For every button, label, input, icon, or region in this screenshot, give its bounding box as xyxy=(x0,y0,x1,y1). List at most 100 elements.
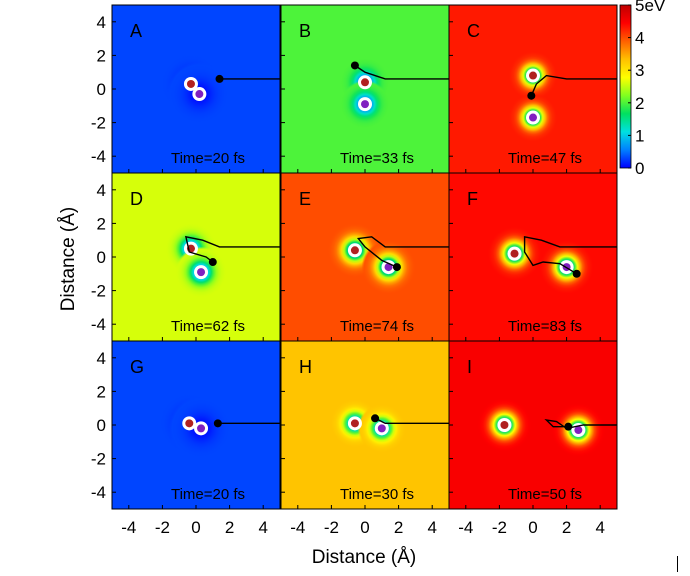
x-tick-label: 0 xyxy=(191,518,200,537)
y-tick-label: 2 xyxy=(97,214,106,233)
panel-c: C Time=47 fs xyxy=(448,4,618,174)
x-tick-label: 2 xyxy=(225,518,234,537)
nucleus xyxy=(186,79,195,88)
electron xyxy=(392,263,401,272)
electron xyxy=(215,74,224,83)
electron xyxy=(564,422,573,431)
panel-label: G xyxy=(130,357,144,377)
y-tick-label: 0 xyxy=(97,248,106,267)
electron xyxy=(208,258,217,267)
nucleus xyxy=(197,268,206,277)
x-axis-label: Distance (Å) xyxy=(312,547,417,568)
nucleus xyxy=(510,249,519,258)
x-tick-label: -4 xyxy=(121,518,136,537)
panel-label: H xyxy=(299,357,312,377)
panel-b: B Time=33 fs xyxy=(280,4,450,174)
nucleus xyxy=(195,90,204,99)
electron-trajectory xyxy=(530,74,617,96)
colorbar-tick-label: 2 xyxy=(635,94,644,113)
nucleus xyxy=(574,426,583,435)
colorbar-tick-label: 4 xyxy=(635,29,644,48)
time-label: Time=74 fs xyxy=(340,318,414,335)
nucleus xyxy=(529,71,537,80)
time-label: Time=62 fs xyxy=(171,318,245,335)
axes-group: 4 2 0 -2 -4 4 2 0 -2 -4 4 2 0 -2 -4 -4 -2 0 2 4 -4 -2 0 2 4 -4 -2 0… xyxy=(91,13,605,537)
time-label: Time=33 fs xyxy=(340,150,414,167)
y-tick-label: -2 xyxy=(91,114,106,133)
nucleus xyxy=(384,263,393,272)
time-label: Time=20 fs xyxy=(171,486,245,503)
nucleus xyxy=(529,113,537,122)
panel-label: A xyxy=(130,21,142,41)
electron xyxy=(527,91,536,100)
colorbar-tick-label: 0 xyxy=(635,159,644,178)
y-tick-label: 2 xyxy=(97,46,106,65)
time-label: Time=50 fs xyxy=(508,486,582,503)
colorbar-scale xyxy=(619,4,632,169)
y-tick-label: 2 xyxy=(97,382,106,401)
x-tick-label: 2 xyxy=(562,518,571,537)
x-tick-label: 4 xyxy=(258,518,267,537)
nucleus xyxy=(500,421,509,429)
electron-trajectory xyxy=(523,235,617,275)
panel-label: E xyxy=(299,189,311,209)
panel-label: B xyxy=(299,21,311,41)
nucleus xyxy=(361,100,369,109)
y-tick-label: 0 xyxy=(97,80,106,99)
y-tick-label: -2 xyxy=(91,282,106,301)
y-tick-label: -4 xyxy=(91,483,106,502)
x-tick-label: -2 xyxy=(492,518,507,537)
time-label: Time=83 fs xyxy=(508,318,582,335)
panel-d: D Time=62 fs xyxy=(111,172,281,342)
x-tick-label: 4 xyxy=(595,518,604,537)
x-tick-label: -4 xyxy=(290,518,305,537)
nucleus xyxy=(350,246,359,255)
electron xyxy=(371,414,380,423)
time-label: Time=30 fs xyxy=(340,486,414,503)
electron-trajectory xyxy=(184,235,280,263)
nucleus xyxy=(197,424,206,433)
panel-label: D xyxy=(130,189,143,209)
y-tick-label: 0 xyxy=(97,416,106,435)
time-label: Time=20 fs xyxy=(171,150,245,167)
panel-label: C xyxy=(467,21,480,41)
colorbar-tick-label: 3 xyxy=(635,61,644,80)
text-cursor xyxy=(677,556,678,572)
y-axis-label: Distance (Å) xyxy=(58,207,79,312)
nucleus xyxy=(185,419,194,428)
colorbar-tick-label: 1 xyxy=(635,126,644,145)
electron-trajectory xyxy=(354,64,449,80)
y-tick-label: 4 xyxy=(97,13,106,32)
time-label: Time=47 fs xyxy=(508,150,582,167)
nucleus xyxy=(350,419,359,428)
electron xyxy=(213,419,222,428)
panel-h: H Time=30 fs xyxy=(280,340,450,510)
y-tick-label: 4 xyxy=(97,181,106,200)
nucleus xyxy=(361,78,369,87)
panel-i: I Time=50 fs xyxy=(448,340,618,510)
y-tick-label: -2 xyxy=(91,450,106,469)
colorbar-tick-label: 5eV xyxy=(635,0,666,15)
panel-f: F Time=83 fs xyxy=(448,172,618,342)
x-tick-label: -2 xyxy=(155,518,170,537)
nucleus xyxy=(377,424,386,433)
electron-trajectory xyxy=(544,418,617,430)
panel-e: E Time=74 fs xyxy=(280,172,450,342)
panel-label: F xyxy=(467,189,478,209)
x-tick-label: -4 xyxy=(458,518,473,537)
x-tick-label: 4 xyxy=(427,518,436,537)
colorbar: 5eV 4 3 2 1 0 xyxy=(619,0,666,178)
panel-g: G Time=20 fs xyxy=(111,340,281,510)
panel-label: I xyxy=(467,357,472,377)
panel-a: A Time=20 fs xyxy=(111,4,281,174)
electron-trajectory xyxy=(356,236,449,268)
electron xyxy=(572,269,581,278)
x-tick-label: -2 xyxy=(324,518,339,537)
electron xyxy=(350,61,359,70)
y-tick-label: -4 xyxy=(91,147,106,166)
y-tick-label: -4 xyxy=(91,315,106,334)
x-tick-label: 2 xyxy=(394,518,403,537)
y-tick-label: 4 xyxy=(97,349,106,368)
x-tick-label: 0 xyxy=(528,518,537,537)
